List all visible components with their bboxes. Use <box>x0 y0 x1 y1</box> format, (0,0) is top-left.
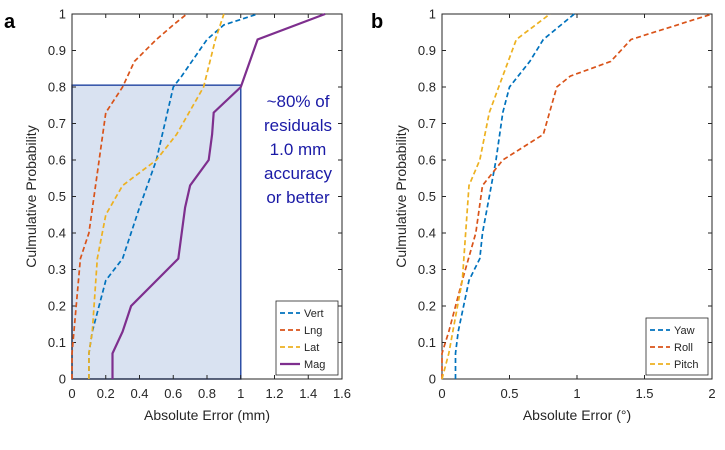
panel-b-ytick-label: 1 <box>429 7 436 22</box>
panel-a-ytick-label: 0 <box>59 372 66 387</box>
panel-b-ytick-label: 0.8 <box>418 80 436 95</box>
panel-a-annotation-line: residuals <box>264 116 332 135</box>
panel-b-xtick-label: 2 <box>708 386 715 401</box>
panel-a-ytick-label: 0.4 <box>48 226 66 241</box>
panel-a-xtick-label: 1.2 <box>265 386 283 401</box>
panel-b-xtick-label: 0 <box>438 386 445 401</box>
panel-a-annotation-line: or better <box>266 188 330 207</box>
panel-b-ytick-label: 0.1 <box>418 335 436 350</box>
panel-b-legend-label-yaw: Yaw <box>674 325 695 337</box>
panel-b-ytick-label: 0.5 <box>418 189 436 204</box>
panel-a-legend-label-mag: Mag <box>304 359 325 371</box>
panel-a-xtick-label: 0.2 <box>97 386 115 401</box>
panel-a-legend-box <box>275 300 339 376</box>
panel-b-xtick-label: 0.5 <box>500 386 518 401</box>
panel-b-legend-label-pitch: Pitch <box>674 359 698 371</box>
panel-b-series-yaw <box>454 13 575 379</box>
panel-b-legend-box <box>645 317 709 376</box>
panel-b-ytick-label: 0.7 <box>418 116 436 131</box>
panel-a-ytick-label: 0.8 <box>48 80 66 95</box>
panel-a-xtick-label: 0.4 <box>130 386 148 401</box>
panel-b-xtick-label: 1.5 <box>635 386 653 401</box>
panel-a-xtick-label: 0.8 <box>198 386 216 401</box>
panel-a-ytick-label: 0.6 <box>48 153 66 168</box>
panel-a-ytick-label: 0.7 <box>48 116 66 131</box>
panel-a-series-mag <box>111 12 326 379</box>
panel-b-ytick-label: 0 <box>429 372 436 387</box>
panel-b-ytick-label: 0.3 <box>418 262 436 277</box>
panel-b-ytick-label: 0.2 <box>418 299 436 314</box>
panel-a-xtick-label: 1.6 <box>333 386 351 401</box>
panel-b-ytick-label: 0.9 <box>418 43 436 58</box>
panel-b-legend-label-roll: Roll <box>674 342 693 354</box>
panel-b-series-pitch <box>441 13 551 380</box>
panel-b-ytick-label: 0.4 <box>418 226 436 241</box>
panel-a-ytick-label: 0.1 <box>48 335 66 350</box>
panel-a-legend-label-lat: Lat <box>304 342 319 354</box>
panel-b-ytick-label: 0.6 <box>418 153 436 168</box>
panel-b-series-roll <box>441 13 713 379</box>
panel-b-xaxis-label: Absolute Error (°) <box>523 407 631 423</box>
panel-a-highlight-region <box>71 84 242 380</box>
panel-letter-a: a <box>4 11 16 33</box>
panel-a-annotation-line: ~80% of <box>267 92 330 111</box>
panel-a-ytick-label: 0.9 <box>48 43 66 58</box>
panel-a-xtick-label: 1 <box>237 386 244 401</box>
panel-a-xtick-label: 1.4 <box>299 386 317 401</box>
panel-b-xtick-label: 1 <box>573 386 580 401</box>
panel-b-yaxis-label: Culmulative Probability <box>393 125 409 267</box>
panel-a-series-lng <box>71 13 188 379</box>
panel-a-ytick-label: 0.3 <box>48 262 66 277</box>
panel-a-xaxis-label: Absolute Error (mm) <box>144 407 270 423</box>
panel-a-xtick-label: 0 <box>68 386 75 401</box>
panel-a-annotation-line: 1.0 mm <box>270 140 327 159</box>
panel-a-annotation-line: accuracy <box>264 164 333 183</box>
panel-a-xtick-label: 0.6 <box>164 386 182 401</box>
panel-a-legend-label-lng: Lng <box>304 325 322 337</box>
panel-a-legend-label-vert: Vert <box>304 308 324 320</box>
panel-a-ytick-label: 1 <box>59 7 66 22</box>
panel-a-ytick-label: 0.5 <box>48 189 66 204</box>
panel-a-yaxis-label: Culmulative Probability <box>23 125 39 267</box>
panel-a-series-lat <box>88 13 225 379</box>
panel-a-ytick-label: 0.2 <box>48 299 66 314</box>
panel-letter-b: b <box>371 11 383 33</box>
